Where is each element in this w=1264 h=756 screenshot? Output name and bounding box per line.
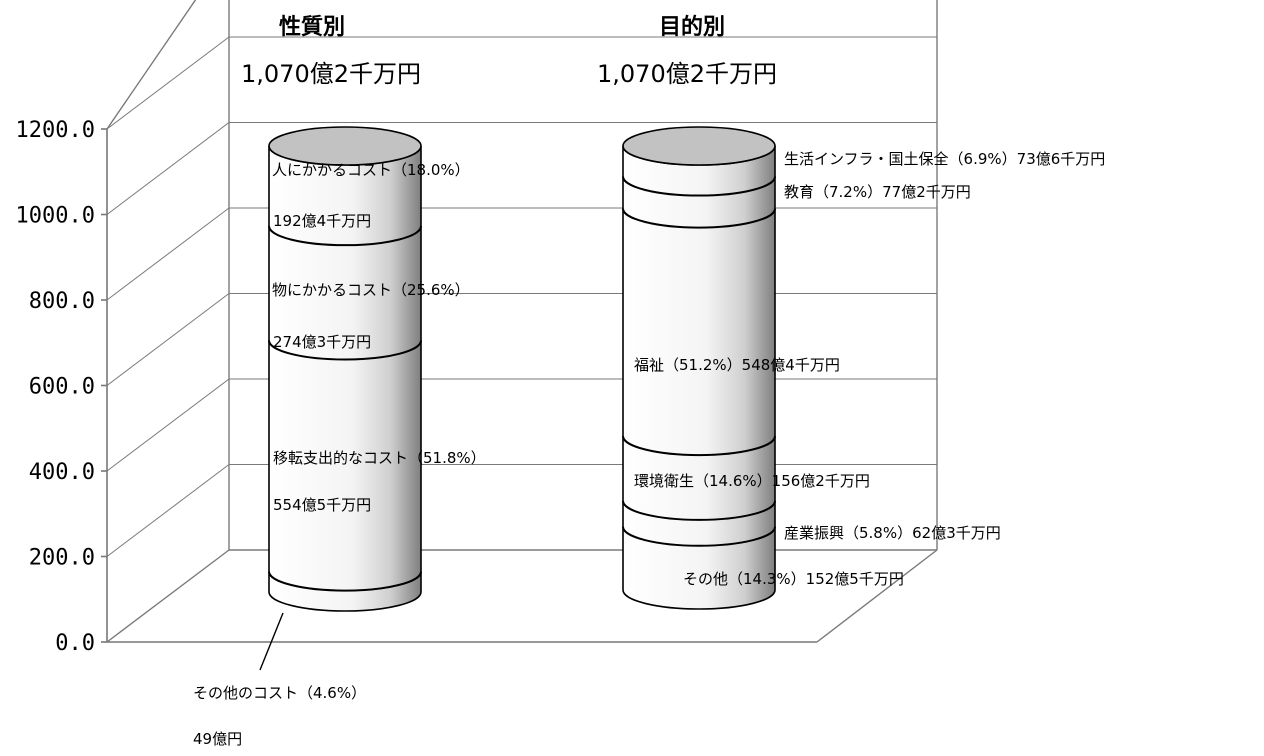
segment-boundary (268, 340, 422, 361)
segment-boundary (268, 571, 422, 592)
labels-by-purpose: 生活インフラ・国土保全（6.9%）73億6千万円 教育（7.2%）77億2千万円… (634, 150, 1105, 588)
y-tick-label: 800.0 (29, 289, 95, 314)
segment-label-transfer: 移転支出的なコスト（51.8%） (273, 449, 486, 467)
gridline-side (106, 378, 230, 472)
side-wall-top (106, 0, 197, 130)
segment-amount-transfer: 554億5千万円 (273, 496, 371, 514)
gridline-side (106, 122, 230, 215)
title-by-purpose: 目的別 (659, 14, 725, 40)
gridline-side (106, 207, 230, 301)
cylinder-top-cap (622, 126, 776, 166)
segment-boundary (622, 435, 776, 457)
segment-label-infrastructure: 生活インフラ・国土保全（6.9%）73億6千万円 (784, 150, 1105, 168)
total-by-purpose: 1,070億2千万円 (597, 60, 777, 88)
segment-amount-personnel: 192億4千万円 (273, 212, 371, 230)
segment-label-environment: 環境衛生（14.6%）156億2千万円 (634, 472, 870, 490)
y-tick-label: 200.0 (29, 546, 95, 571)
cylinder-by-purpose (622, 126, 776, 610)
segment-amount-other-cost: 49億円 (193, 730, 242, 748)
segment-label-education: 教育（7.2%）77億2千万円 (784, 183, 971, 201)
segment-label-personnel: 人にかかるコスト（18.0%） (272, 161, 470, 179)
y-tick-label: 400.0 (29, 460, 95, 485)
segment-label-other-cost: その他のコスト（4.6%） (193, 684, 366, 702)
segment-boundary (622, 526, 776, 547)
segment-label-other: その他（14.3%）152億5千万円 (683, 570, 904, 588)
leader-line-other-cost (259, 612, 284, 671)
segment-label-welfare: 福祉（51.2%）548億4千万円 (634, 356, 840, 374)
floor-left-edge (106, 549, 230, 643)
y-axis-ticks: 0.0 200.0 400.0 600.0 800.0 1000.0 1200.0 (16, 118, 107, 656)
gridline-side (106, 293, 230, 386)
title-by-nature: 性質別 (279, 15, 345, 40)
total-by-nature: 1,070億2千万円 (241, 60, 421, 88)
y-tick-label: 1000.0 (16, 204, 95, 229)
cylinder-by-nature (268, 126, 422, 612)
y-tick-label: 1200.0 (16, 118, 95, 143)
segment-label-goods: 物にかかるコスト（25.6%） (272, 281, 470, 299)
segment-boundary (622, 208, 776, 229)
segment-boundary (622, 176, 776, 197)
y-tick-label: 0.0 (55, 631, 95, 656)
gridline-side (106, 36, 230, 130)
segment-amount-goods: 274億3千万円 (273, 333, 371, 351)
cylinder-top-cap (268, 126, 422, 166)
segment-boundary (622, 500, 776, 521)
floor-right-edge (816, 549, 938, 643)
segment-label-industry: 産業振興（5.8%）62億3千万円 (784, 524, 1001, 542)
gridline-side (106, 464, 230, 557)
segment-boundary (268, 226, 422, 247)
y-tick-label: 600.0 (29, 375, 95, 400)
labels-by-nature: 人にかかるコスト（18.0%） 192億4千万円 物にかかるコスト（25.6%）… (193, 161, 486, 748)
chart-frame (106, 0, 938, 643)
